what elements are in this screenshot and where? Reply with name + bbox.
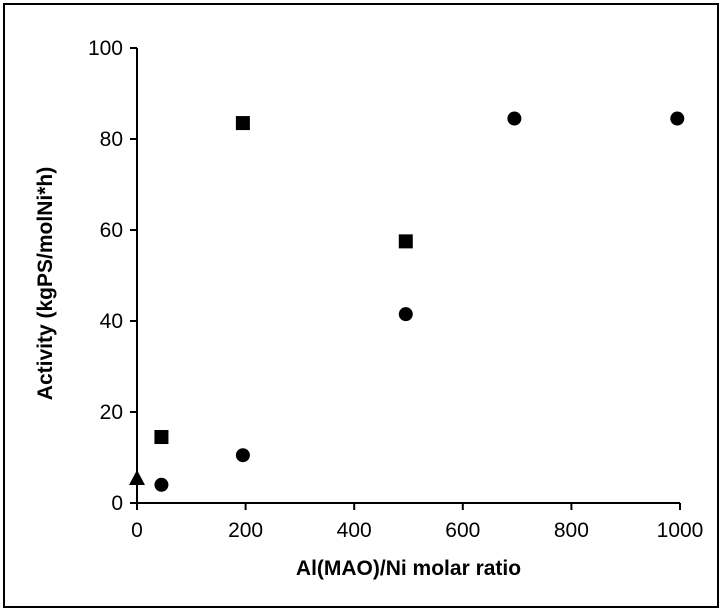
square-marker	[235, 116, 250, 131]
x-tick-label: 400	[337, 519, 372, 542]
y-tick-label: 60	[100, 219, 123, 242]
y-tick-label: 0	[111, 492, 123, 515]
y-tick-label: 100	[88, 37, 123, 60]
triangle-marker	[129, 469, 145, 485]
x-tick-label: 800	[554, 519, 589, 542]
x-tick-label: 200	[228, 519, 263, 542]
y-axis-title: Activity (kgPS/molNi*h)	[34, 167, 57, 400]
x-tick-label: 1000	[657, 519, 704, 542]
circle-marker	[507, 111, 522, 126]
x-tick-label: 600	[445, 519, 480, 542]
square-marker	[154, 430, 169, 445]
y-tick-label: 80	[100, 128, 123, 151]
chart-frame	[3, 3, 719, 608]
y-tick-label: 40	[100, 310, 123, 333]
square-marker	[398, 234, 413, 249]
circle-marker	[670, 111, 685, 126]
y-axis-ticks: 0 20 40 60 80 100	[88, 37, 137, 515]
circle-marker	[154, 477, 169, 492]
axes	[136, 48, 680, 504]
y-tick-label: 20	[100, 401, 123, 424]
x-axis-title: Al(MAO)/Ni molar ratio	[296, 557, 521, 580]
circle-marker	[398, 307, 413, 322]
data-points	[129, 111, 685, 492]
circle-marker	[235, 448, 250, 463]
x-tick-label: 0	[131, 519, 143, 542]
x-axis-ticks: 0 200 400 600 800 1000	[131, 503, 703, 542]
